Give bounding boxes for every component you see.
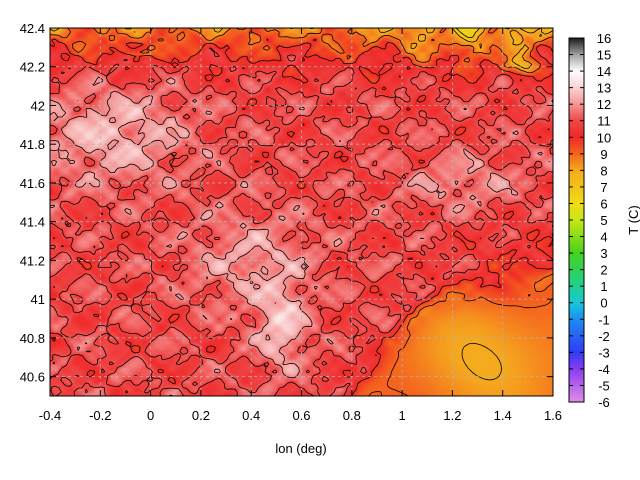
colorbar-tick-label: -4: [598, 362, 610, 377]
colorbar-tick-label: 11: [597, 114, 611, 129]
y-tick-label: 40.6: [20, 370, 45, 385]
y-tick-label: 41.8: [20, 137, 45, 152]
x-tick-label: 1.6: [544, 408, 562, 423]
y-tick-label: 41.6: [20, 176, 45, 191]
contour-line: [50, 76, 553, 396]
x-tick-label: 0.8: [343, 408, 361, 423]
x-tick-label: -0.2: [89, 408, 111, 423]
y-tick-label: 42: [31, 98, 45, 113]
y-tick-label: 40.8: [20, 331, 45, 346]
colorbar-tick-label: 8: [600, 163, 607, 178]
y-axis: 40.6 40.8 41 41.2 41.4 41.6 41.8 42 42.2 42.4: [20, 21, 553, 385]
colorbar-tick-label: 13: [597, 81, 611, 96]
colorbar-label: T (C): [626, 205, 640, 234]
contour-line: [50, 38, 553, 396]
colorbar-tick-label: 1: [600, 279, 607, 294]
x-tick-label: 0.4: [242, 408, 260, 423]
colorbar-tick-label: -3: [598, 345, 610, 360]
colorbar-tick-label: 14: [597, 64, 611, 79]
colorbar-tick-label: 6: [600, 196, 607, 211]
x-tick-label: 0: [147, 408, 154, 423]
colorbar-tick-label: 2: [600, 263, 607, 278]
contour-line: [50, 47, 553, 396]
colorbar-tick-label: 5: [600, 213, 607, 228]
grid-lines: [50, 28, 553, 396]
colorbar-tick-label: 4: [600, 230, 607, 245]
x-tick-label: 1.4: [494, 408, 512, 423]
colorbar-tick-label: 3: [600, 246, 607, 261]
colorbar-tick-label: -5: [598, 378, 610, 393]
y-tick-label: 41: [31, 292, 45, 307]
colorbar-tick-label: -1: [598, 312, 610, 327]
x-tick-label: 0.6: [292, 408, 310, 423]
colorbar-tick-label: 10: [597, 130, 611, 145]
colorbar-tick-label: 16: [597, 31, 611, 46]
x-tick-label: 1: [398, 408, 405, 423]
colorbar-tick-label: 15: [597, 48, 611, 63]
colorbar-tick-label: -6: [598, 395, 610, 410]
colorbar-tick-label: 9: [600, 147, 607, 162]
x-axis-label: lon (deg): [275, 441, 326, 456]
y-tick-label: 41.2: [20, 253, 45, 268]
contour-lines: [50, 28, 553, 396]
colorbar-tick-label: -2: [598, 329, 610, 344]
y-tick-label: 42.2: [20, 60, 45, 75]
x-axis: -0.4 -0.2 0 0.2 0.4 0.6 0.8 1 1.2 1.4 1.6: [39, 28, 562, 423]
x-tick-label: 0.2: [192, 408, 210, 423]
colorbar-tick-label: 7: [600, 180, 607, 195]
x-tick-label: 1.2: [443, 408, 461, 423]
colorbar-tick-label: 12: [597, 97, 611, 112]
colorbar-tick-label: 0: [600, 296, 607, 311]
x-tick-label: -0.4: [39, 408, 61, 423]
y-tick-label: 42.4: [20, 21, 45, 36]
y-tick-label: 41.4: [20, 215, 45, 230]
contour-line: [50, 28, 553, 396]
contour-line: [50, 28, 553, 381]
